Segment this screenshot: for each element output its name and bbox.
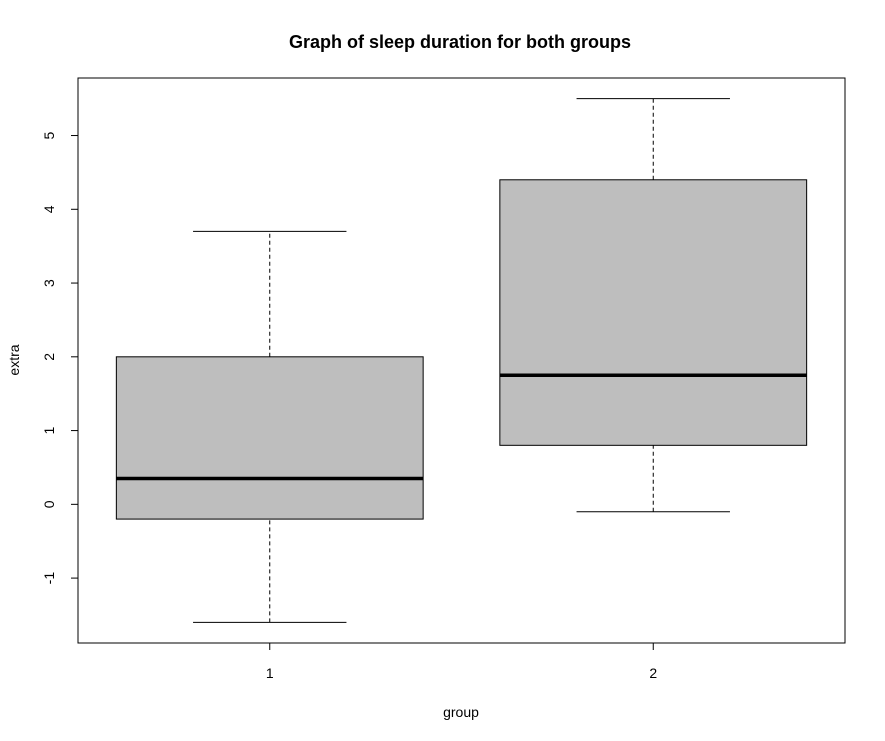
box-iqr (500, 180, 807, 446)
x-tick-label: 2 (649, 665, 657, 681)
x-tick-label: 1 (266, 665, 274, 681)
y-axis: -1 0 1 2 3 4 5 (41, 131, 78, 584)
chart-title: Graph of sleep duration for both groups (289, 32, 631, 52)
box-iqr (116, 357, 423, 519)
x-axis: 12 (266, 643, 658, 681)
y-axis-label: extra (6, 344, 22, 375)
box-group-1 (116, 231, 423, 622)
y-tick-label: 1 (41, 426, 57, 434)
box-group-2 (500, 99, 807, 512)
y-tick-label: 0 (41, 500, 57, 508)
y-tick-label: 2 (41, 353, 57, 361)
y-tick-label: 3 (41, 279, 57, 287)
y-tick-label: 5 (41, 131, 57, 139)
boxes-layer (116, 99, 806, 623)
x-axis-label: group (443, 704, 479, 720)
y-tick-label: -1 (41, 572, 57, 585)
y-tick-label: 4 (41, 205, 57, 213)
